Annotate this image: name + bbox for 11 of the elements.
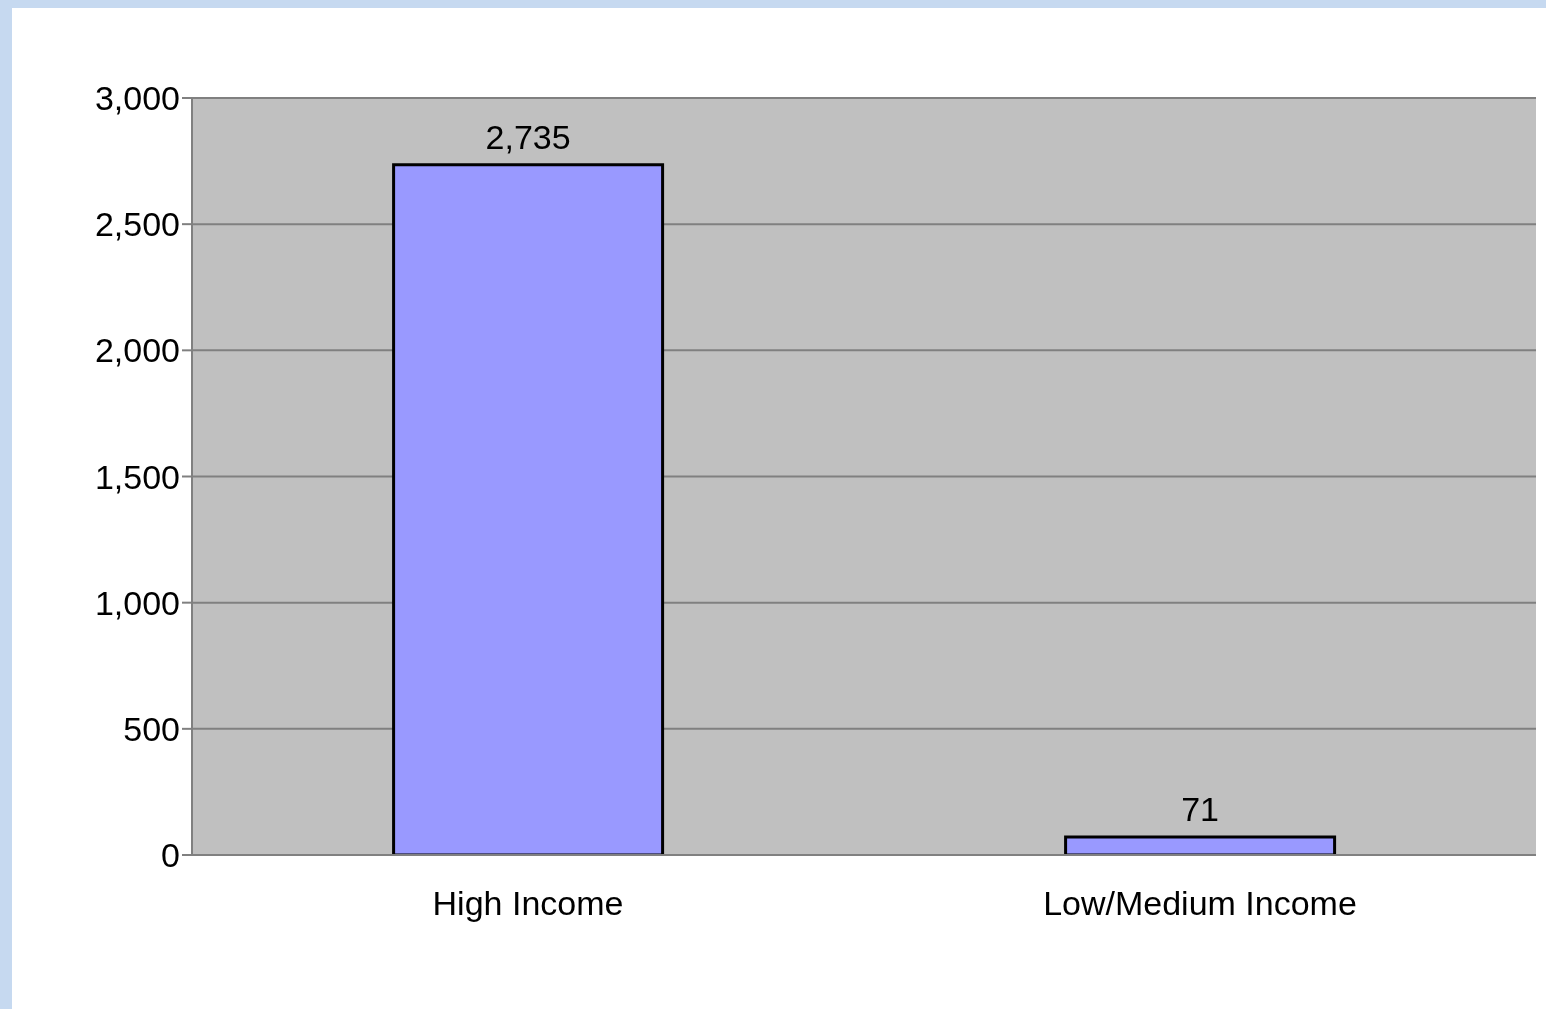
y-tick-label: 0 — [161, 836, 180, 875]
y-tick-label: 1,000 — [94, 583, 180, 622]
y-tick-label: 1,500 — [94, 457, 180, 496]
y-tick-label: 500 — [123, 709, 180, 748]
x-tick-label: High Income — [432, 884, 624, 923]
x-tick-label: Low/Medium Income — [1043, 884, 1357, 923]
y-tick-label: 3,000 — [94, 79, 180, 118]
data-label: 71 — [1181, 790, 1220, 829]
y-tick-label: 2,500 — [94, 205, 180, 244]
y-tick-label: 2,000 — [94, 331, 180, 370]
data-label: 2,735 — [485, 117, 571, 156]
